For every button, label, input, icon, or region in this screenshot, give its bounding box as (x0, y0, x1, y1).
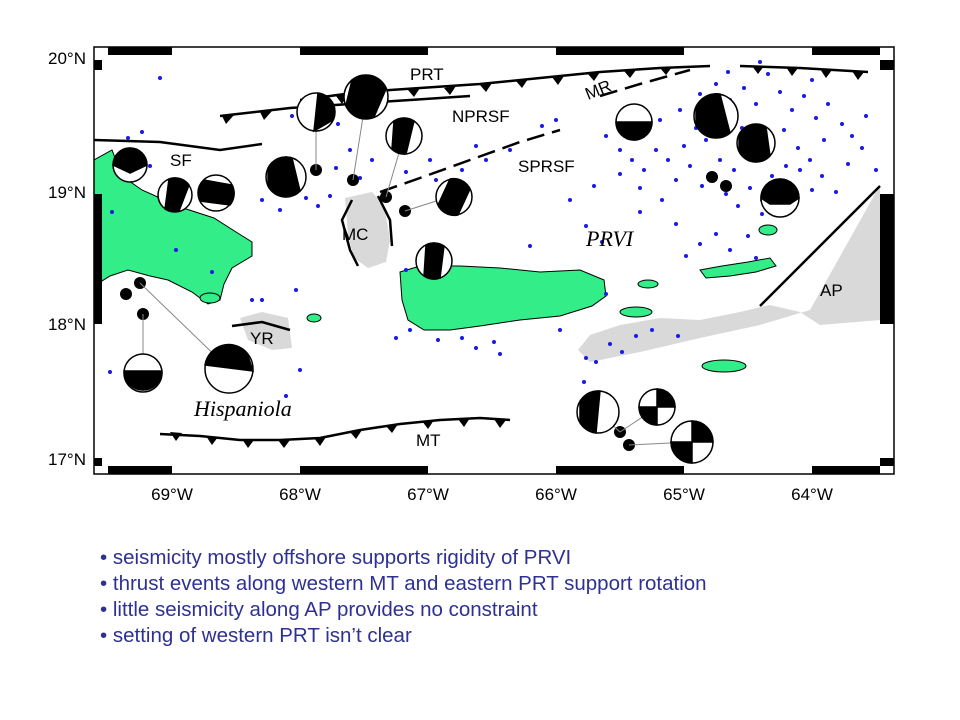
label-mt: MT (416, 431, 441, 450)
note-item: • setting of western PRT isn’t clear (100, 624, 412, 647)
event-markers (120, 164, 732, 451)
mc-west-fault (340, 199, 360, 267)
note-text: seismicity mostly offshore supports rigi… (112, 546, 572, 569)
region-label-hispaniola: Hispaniola (193, 396, 292, 421)
mona-canyon-region (345, 192, 390, 268)
label-prt: PRT (410, 65, 444, 84)
note-item: • little seismicity along AP provides no… (100, 598, 538, 621)
note-item: • seismicity mostly offshore supports ri… (100, 546, 572, 569)
sprsf-fault (379, 128, 561, 194)
saona-island (199, 292, 221, 304)
sf-fault (94, 138, 263, 152)
label-nprsf: NPRSF (452, 107, 510, 126)
notes-list: • seismicity mostly offshore supports ri… (100, 545, 707, 649)
label-yr: YR (250, 329, 274, 348)
yuma-ridge-region (240, 312, 292, 350)
lat-label-17n: 17°N (48, 450, 86, 469)
mona-island (306, 313, 322, 323)
anegada-island (758, 224, 778, 236)
region-label-prvi: PRVI (585, 226, 635, 251)
note-item: • thrust events along western MT and eas… (100, 572, 707, 595)
thrust-teeth (170, 66, 864, 448)
puerto-rico-land (399, 265, 607, 331)
culebra-island (637, 279, 659, 289)
note-text: little seismicity along AP provides no c… (112, 598, 538, 621)
ap-fault (759, 185, 881, 307)
lon-label-68w: 68°W (279, 485, 321, 504)
label-mc: MC (342, 225, 368, 244)
lon-label-66w: 66°W (535, 485, 577, 504)
lon-label-69w: 69°W (151, 485, 193, 504)
label-ap: AP (820, 281, 843, 300)
hispaniola-land (94, 149, 253, 305)
focal-mechanisms (112, 74, 800, 464)
st-croix-island (701, 359, 747, 373)
vieques-island (619, 306, 653, 318)
lat-label-18n: 18°N (48, 315, 86, 334)
lon-label-64w: 64°W (791, 485, 833, 504)
mr-fault (599, 68, 691, 98)
yr-fault (231, 320, 291, 332)
lon-label-65w: 65°W (663, 485, 705, 504)
mc-east-fault (376, 195, 394, 247)
seismicity-map: PRT NPRSF MR SPRSF SF MC YR MT AP PRVI H… (48, 46, 895, 504)
note-text: setting of western PRT isn’t clear (112, 624, 412, 647)
virgin-islands-land (699, 257, 777, 279)
label-sprsf: SPRSF (518, 157, 575, 176)
note-text: thrust events along western MT and easte… (112, 572, 707, 595)
lat-label-20n: 20°N (48, 49, 86, 68)
label-sf: SF (170, 151, 192, 170)
map-frame (93, 46, 895, 475)
lon-label-67w: 67°W (407, 485, 449, 504)
lat-label-19n: 19°N (48, 183, 86, 202)
